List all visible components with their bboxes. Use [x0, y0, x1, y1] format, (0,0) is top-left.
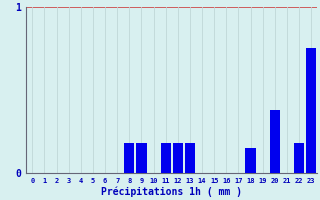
Bar — [306, 48, 316, 173]
Bar — [136, 143, 147, 173]
Bar — [161, 143, 171, 173]
Bar — [294, 143, 304, 173]
Bar — [173, 143, 183, 173]
Bar — [270, 110, 280, 173]
Bar — [185, 143, 195, 173]
Bar — [124, 143, 134, 173]
Bar — [245, 148, 256, 173]
X-axis label: Précipitations 1h ( mm ): Précipitations 1h ( mm ) — [101, 187, 242, 197]
